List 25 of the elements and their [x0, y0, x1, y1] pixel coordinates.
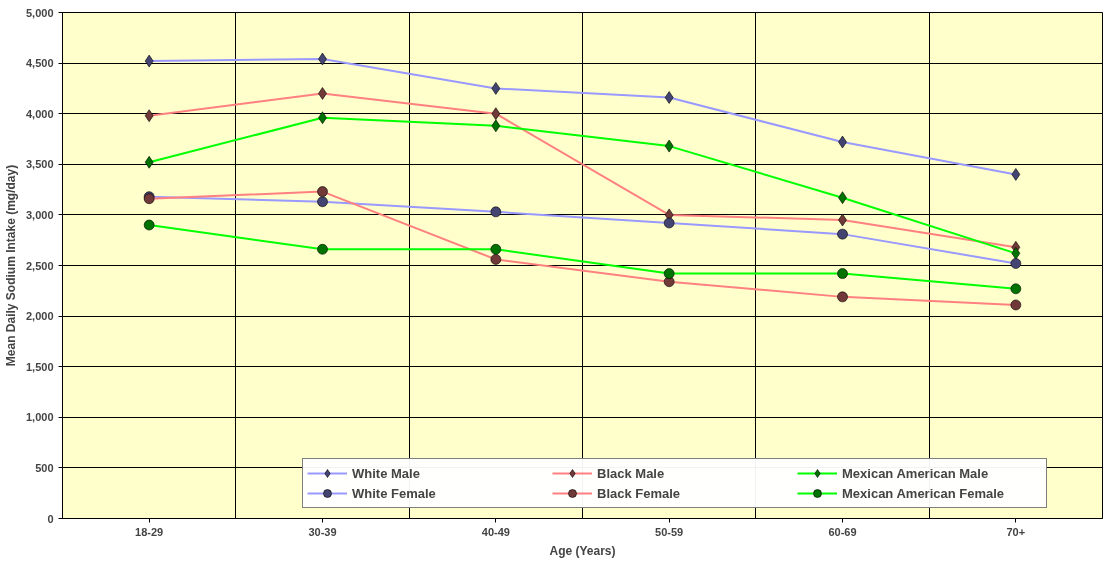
- y-axis-title: Mean Daily Sodium Intake (mg/day): [3, 164, 18, 367]
- x-tick-label: 70+: [1006, 525, 1026, 538]
- x-tick-label: 18-29: [135, 525, 164, 538]
- y-tick-label: 0: [47, 512, 54, 525]
- y-tick-label: 3,500: [25, 158, 54, 171]
- x-tick-label: 60-69: [828, 525, 857, 538]
- legend-label: Black Male: [597, 465, 666, 481]
- y-tick-label: 4,500: [25, 57, 54, 70]
- legend-label: White Female: [352, 485, 437, 501]
- x-tick-label: 30-39: [308, 525, 337, 538]
- y-tick-label: 2,000: [25, 310, 54, 323]
- legend-label: Mexican American Male: [842, 465, 990, 481]
- legend-label: Mexican American Female: [842, 485, 1006, 501]
- y-tick-label: 5,000: [25, 6, 54, 19]
- legend-label: White Male: [352, 465, 421, 481]
- x-tick-label: 50-59: [655, 525, 684, 538]
- y-tick-label: 1,000: [25, 411, 54, 424]
- y-tick-label: 1,500: [25, 360, 54, 373]
- y-tick-label: 2,500: [25, 259, 54, 272]
- y-tick-label: 4,000: [25, 107, 54, 120]
- y-tick-label: 500: [35, 461, 54, 474]
- x-tick-label: 40-49: [481, 525, 510, 538]
- y-tick-label: 3,000: [25, 208, 54, 221]
- legend-label: Black Female: [597, 485, 682, 501]
- x-axis-title: Age (Years): [549, 543, 616, 558]
